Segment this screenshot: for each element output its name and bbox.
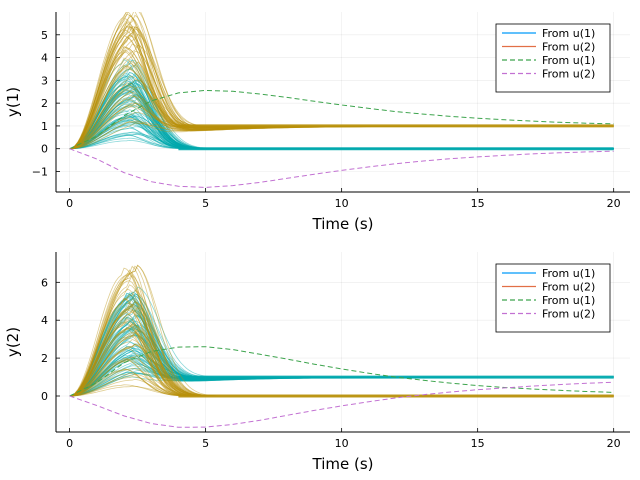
legend-label: From u(1) bbox=[542, 294, 595, 307]
series-line bbox=[69, 148, 614, 188]
legend-label: From u(2) bbox=[542, 308, 595, 321]
axes-y2: 0 5 10 15 20 0 2 4 6 bbox=[41, 252, 630, 450]
x-tick-label: 15 bbox=[471, 437, 485, 450]
x-tick-label: 5 bbox=[202, 437, 209, 450]
y-tick-label: 6 bbox=[41, 276, 48, 289]
x-tick-label: 5 bbox=[202, 197, 209, 210]
y-tick-label: 4 bbox=[41, 52, 48, 65]
x-tick-label: 20 bbox=[607, 197, 621, 210]
x-tick-label: 10 bbox=[335, 437, 349, 450]
x-axis-label: Time (s) bbox=[312, 455, 374, 473]
axes-y1: 0 5 10 15 20 −1 0 1 2 3 4 5 bbox=[32, 12, 630, 210]
series-lines-y2 bbox=[69, 346, 614, 428]
y-tick-label: −1 bbox=[32, 165, 48, 178]
legend-label: From u(1) bbox=[542, 267, 595, 280]
x-tick-label: 0 bbox=[66, 197, 73, 210]
x-tick-label: 0 bbox=[66, 437, 73, 450]
ensemble-lines-y1 bbox=[69, 12, 614, 151]
y-tick-label: 4 bbox=[41, 314, 48, 327]
series-line bbox=[69, 89, 614, 150]
x-tick-label: 15 bbox=[471, 197, 485, 210]
series-line bbox=[69, 346, 614, 397]
legend-label: From u(1) bbox=[542, 54, 595, 67]
legend-label: From u(1) bbox=[542, 27, 595, 40]
y-tick-label: 0 bbox=[41, 390, 48, 403]
y-tick-label: 5 bbox=[41, 29, 48, 42]
legend-label: From u(2) bbox=[542, 41, 595, 54]
y-tick-label: 3 bbox=[41, 74, 48, 87]
x-tick-label: 10 bbox=[335, 197, 349, 210]
y-tick-label: 0 bbox=[41, 143, 48, 156]
y-tick-label: 2 bbox=[41, 97, 48, 110]
y-axis-label: y(2) bbox=[4, 327, 22, 357]
legend-box bbox=[495, 23, 611, 93]
subplot-y1: 0 5 10 15 20 −1 0 1 2 3 4 5 Time (s) y(1) From u(1)… bbox=[4, 12, 630, 233]
legend-y1: From u(1)From u(2)From u(1)From u(2) bbox=[495, 23, 611, 93]
legend-label: From u(2) bbox=[542, 68, 595, 81]
ensemble-lines-y2 bbox=[69, 264, 614, 398]
y-axis-label: y(1) bbox=[4, 87, 22, 117]
legend-box bbox=[495, 263, 611, 333]
y-tick-label: 2 bbox=[41, 352, 48, 365]
x-tick-label: 20 bbox=[607, 437, 621, 450]
legend-label: From u(2) bbox=[542, 281, 595, 294]
y-tick-label: 1 bbox=[41, 120, 48, 133]
legend-y2: From u(1)From u(2)From u(1)From u(2) bbox=[495, 263, 611, 333]
x-axis-label: Time (s) bbox=[312, 215, 374, 233]
series-lines-y1 bbox=[69, 89, 614, 188]
